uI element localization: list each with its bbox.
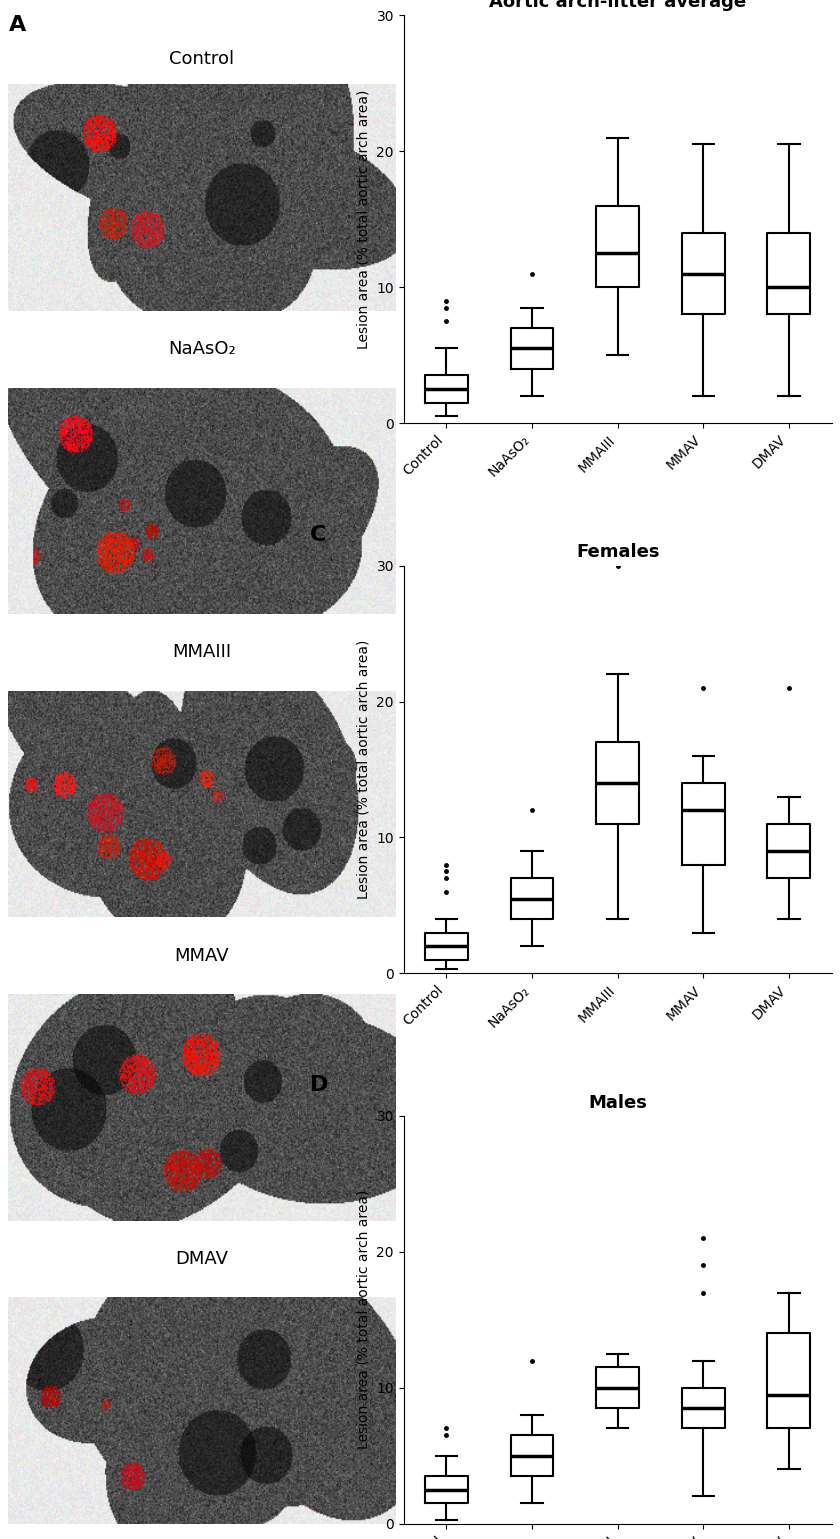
Y-axis label: Lesion area (% total aortic arch area): Lesion area (% total aortic arch area) xyxy=(357,89,370,349)
Text: D: D xyxy=(310,1076,328,1096)
Text: DMAV: DMAV xyxy=(176,1250,228,1268)
Text: NaAsO₂: NaAsO₂ xyxy=(168,340,236,359)
Title: Males: Males xyxy=(588,1094,647,1111)
Title: Females: Females xyxy=(576,543,659,562)
Text: MMAV: MMAV xyxy=(175,946,229,965)
Y-axis label: Lesion area (% total aortic arch area): Lesion area (% total aortic arch area) xyxy=(357,1190,370,1450)
Text: C: C xyxy=(310,525,326,545)
Title: Aortic arch-litter average: Aortic arch-litter average xyxy=(489,0,746,11)
Y-axis label: Lesion area (% total aortic arch area): Lesion area (% total aortic arch area) xyxy=(357,640,370,899)
Text: MMAIII: MMAIII xyxy=(172,643,232,662)
Text: Control: Control xyxy=(170,49,234,68)
Text: A: A xyxy=(8,15,26,35)
